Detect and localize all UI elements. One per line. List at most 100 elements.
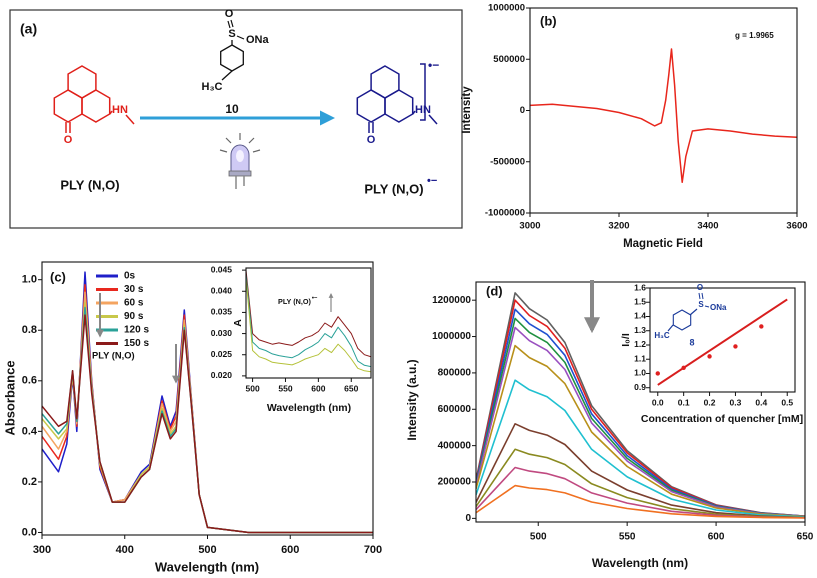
x-tick-label: 400 [116, 544, 134, 556]
y-tick-label: 0.6 [22, 375, 37, 387]
x-tick-label: 600 [281, 544, 299, 556]
x-axis-label: Wavelength (nm) [267, 402, 351, 414]
x-tick-label: 600 [708, 532, 725, 543]
atom-label: O [225, 8, 234, 20]
atom-label: O [367, 134, 376, 146]
x-tick-label: 0.1 [678, 397, 690, 407]
point [655, 371, 660, 376]
reactant-name: PLY (N,O) [60, 177, 119, 192]
y-tick-label: 1.3 [634, 325, 646, 335]
radical-sign: •− [428, 58, 439, 72]
annotation: PLY (N,O) [278, 297, 311, 306]
plot-frame [475, 281, 806, 523]
atom-label: ONa [246, 34, 270, 46]
y-tick-label: 600000 [438, 404, 472, 415]
bond [701, 292, 704, 300]
y-tick-label: 1.6 [634, 282, 646, 292]
chart: 3000 3200 3400 3600 -1000000 -500000 0 500000 10… [461, 3, 808, 251]
x-tick-label: 500 [530, 532, 547, 543]
line-series [476, 484, 805, 519]
bond [227, 20, 231, 29]
y-tick-label: 200000 [438, 477, 472, 488]
x-tick-label: 300 [33, 544, 51, 556]
bond [109, 110, 113, 115]
y-tick-label: 0.035 [211, 307, 233, 317]
y-tick-label: 1200000 [432, 295, 471, 306]
x-tick-label: 3600 [786, 221, 807, 232]
annotation: g = 1.9965 [735, 31, 774, 40]
y-axis-label: I₀/I [620, 333, 632, 347]
ring [384, 89, 414, 123]
chart: 0.0 0.1 0.2 0.3 0.4 0.5 0.9 1.0 1.1 1.2 1.3 1.4 1.5 1… [620, 282, 803, 425]
point [681, 365, 686, 370]
inset-molecule: S O ONa H₃C 8 [654, 283, 727, 347]
y-tick-label: 0.020 [211, 370, 233, 380]
led-icon [219, 133, 261, 189]
y-tick-label: 1.0 [634, 368, 646, 378]
y-tick-label: -500000 [490, 156, 525, 167]
plot-frame [649, 287, 796, 393]
reagent-number: 10 [225, 102, 239, 116]
bond [412, 110, 416, 115]
x-tick-label: 0.2 [704, 397, 716, 407]
y-tick-label: 1000000 [432, 331, 471, 342]
y-tick-label: 0 [520, 105, 525, 116]
atom-label: HN [415, 104, 431, 116]
chart: 500 550 600 650 0.020 0.025 0.030 0.035 0.040 0.0… [211, 264, 372, 414]
line-series [476, 379, 805, 518]
atom-label: O [64, 134, 73, 146]
y-axis-label: Intensity (a.u.) [405, 359, 419, 440]
bond [236, 35, 245, 40]
x-tick-label: 500 [198, 544, 216, 556]
line-series [42, 314, 373, 534]
y-tick-label: 0.045 [211, 264, 233, 274]
x-tick-label: 3000 [519, 221, 540, 232]
y-tick-label: 0 [465, 513, 471, 524]
atom-label: S [698, 300, 704, 309]
bond [221, 70, 233, 81]
point [733, 344, 738, 349]
series-group [476, 292, 805, 519]
y-tick-label: 0.040 [211, 286, 233, 296]
line-series [476, 326, 805, 518]
point [759, 324, 764, 329]
x-tick-label: 550 [278, 383, 292, 393]
y-tick-label: 800000 [438, 368, 472, 379]
y-tick-label: 0.9 [634, 382, 646, 392]
atom-label: ONa [710, 303, 727, 312]
line-series [246, 270, 371, 358]
plots: 3000 3200 3400 3600-1000000-500000050000010… [2, 3, 813, 575]
x-tick-label: 0.4 [755, 397, 767, 407]
x-tick-label: 3200 [608, 221, 629, 232]
series-group [530, 48, 797, 184]
bond [689, 308, 698, 316]
series-group [42, 271, 373, 534]
y-axis-label: A [232, 319, 244, 327]
y-tick-label: 400000 [438, 440, 472, 451]
y-tick-label: 0.4 [22, 425, 38, 437]
x-tick-label: 600 [311, 383, 325, 393]
y-axis-label: Intensity [461, 86, 473, 134]
y-tick-label: 1.1 [634, 353, 646, 363]
x-tick-label: 550 [619, 532, 636, 543]
y-axis-label: Absorbance [2, 360, 17, 435]
legend-label: 120 s [124, 325, 149, 336]
legend-label: 30 s [124, 284, 144, 295]
bond [698, 292, 701, 300]
legend-label: 60 s [124, 298, 144, 309]
chart-title: (b) [540, 13, 557, 28]
series-group [655, 298, 788, 386]
scheme-frame [9, 9, 463, 229]
x-tick-label: 0.5 [781, 397, 793, 407]
line-series [476, 344, 805, 518]
ring [81, 89, 111, 123]
line-series [246, 274, 371, 368]
y-tick-label: 500000 [493, 54, 525, 65]
product-name: PLY (N,O) [364, 181, 423, 196]
line-series [246, 278, 371, 373]
x-tick-label: 650 [797, 532, 814, 543]
line-series [476, 448, 805, 519]
scheme-label: (a) [20, 21, 37, 37]
compound-label: 8 [689, 337, 694, 347]
